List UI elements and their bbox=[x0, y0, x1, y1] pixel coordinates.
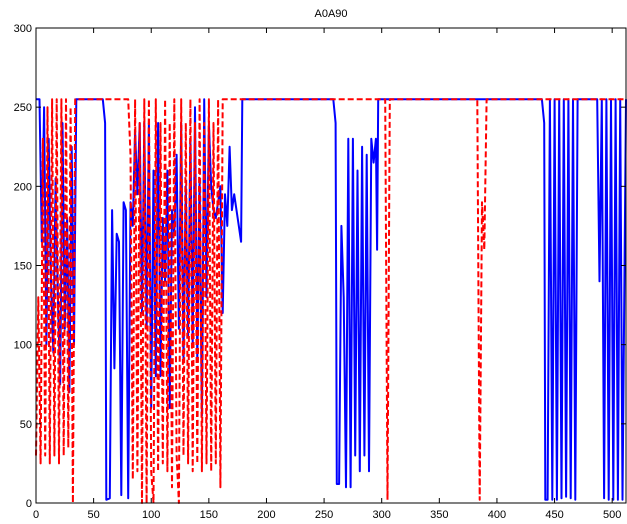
x-tick-label: 400 bbox=[488, 509, 506, 521]
series-layer bbox=[35, 98, 627, 504]
x-tick-label: 150 bbox=[200, 509, 218, 521]
y-tick-label: 250 bbox=[14, 102, 32, 114]
x-tick-label: 200 bbox=[257, 509, 275, 521]
y-tick-label: 100 bbox=[14, 340, 32, 352]
y-tick-label: 0 bbox=[26, 498, 32, 510]
x-tick-label: 0 bbox=[33, 509, 39, 521]
x-tick-label: 350 bbox=[430, 509, 448, 521]
series-line-1 bbox=[35, 98, 626, 504]
y-tick-label: 300 bbox=[14, 23, 32, 35]
x-tick-label: 250 bbox=[315, 509, 333, 521]
x-tick-label: 500 bbox=[603, 509, 621, 521]
chart-title: A0A90 bbox=[314, 8, 347, 20]
x-tick-label: 100 bbox=[142, 509, 160, 521]
y-tick-label: 200 bbox=[14, 181, 32, 193]
y-tick-label: 50 bbox=[20, 419, 32, 431]
axis-layer: 0 50 100 150 200 250 300 350 400 450 500 0 50 100 150 2… bbox=[14, 23, 626, 521]
x-tick-label: 450 bbox=[545, 509, 563, 521]
x-tick-label: 50 bbox=[87, 509, 99, 521]
y-tick-label: 150 bbox=[14, 261, 32, 273]
x-tick-label: 300 bbox=[373, 509, 391, 521]
